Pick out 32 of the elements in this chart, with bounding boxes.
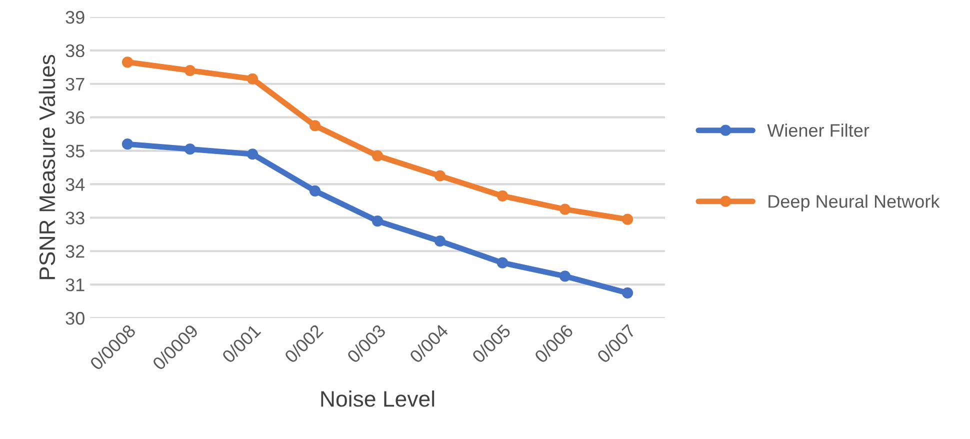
point <box>372 150 384 162</box>
point <box>622 287 634 298</box>
y-tick-label: 34 <box>66 178 85 191</box>
point <box>309 185 321 196</box>
point <box>434 170 446 182</box>
point <box>246 148 258 160</box>
y-tick-label: 32 <box>66 245 84 258</box>
y-tick-label: 31 <box>66 278 84 292</box>
point <box>184 64 196 76</box>
y-tick-label: 35 <box>66 144 84 158</box>
point <box>559 204 571 215</box>
point <box>309 120 321 132</box>
point <box>372 215 384 227</box>
point <box>496 190 508 202</box>
point <box>184 144 196 155</box>
y-tick-label: 37 <box>66 78 84 91</box>
y-tick-label: 33 <box>66 212 84 224</box>
point <box>246 73 258 84</box>
y-axis-title: PSNR Measure Values <box>38 54 56 280</box>
point <box>434 236 446 247</box>
point <box>559 270 571 282</box>
point <box>496 257 508 268</box>
point <box>122 56 134 68</box>
legend-label: Wiener Filter <box>767 124 870 137</box>
point <box>122 138 134 150</box>
y-tick-label: 38 <box>66 44 84 58</box>
point <box>622 214 634 225</box>
y-tick-label: 39 <box>66 10 84 24</box>
legend-label: Deep Neural Network <box>768 194 940 212</box>
y-tick-label: 30 <box>66 312 84 325</box>
y-tick-label: 36 <box>66 111 84 124</box>
x-axis-title: Noise Level <box>321 390 434 407</box>
